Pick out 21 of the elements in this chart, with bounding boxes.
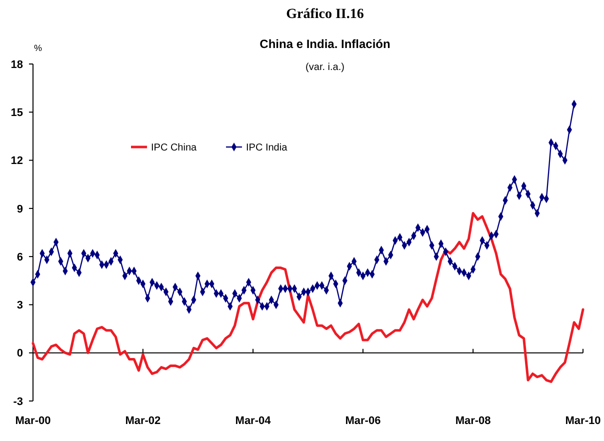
chart-subtitle: China e India. Inflación xyxy=(260,37,390,51)
y-tick-label: 12 xyxy=(10,155,23,168)
x-tick-label: Mar-08 xyxy=(455,415,491,427)
y-tick-label: 3 xyxy=(16,300,23,312)
x-tick-label: Mar-10 xyxy=(565,415,601,427)
x-tick-label: Mar-02 xyxy=(125,415,161,427)
y-tick-label: 15 xyxy=(10,106,23,119)
x-tick-label: Mar-00 xyxy=(15,415,51,427)
y-tick-label: -3 xyxy=(13,396,23,408)
legend-label: IPC China xyxy=(151,142,198,154)
chart-title: Gráfico II.16 xyxy=(286,7,364,22)
x-tick-label: Mar-06 xyxy=(345,415,381,427)
annotation: (var. i.a.) xyxy=(306,62,344,73)
x-tick-label: Mar-04 xyxy=(235,415,272,427)
y-tick-label: 0 xyxy=(16,348,23,360)
y-axis-title: % xyxy=(34,43,42,53)
y-tick-label: 6 xyxy=(16,251,23,264)
legend-label: IPC India xyxy=(246,142,288,154)
line-series xyxy=(32,212,584,383)
y-tick-label: 9 xyxy=(16,203,23,216)
y-tick-label: 18 xyxy=(10,58,23,71)
